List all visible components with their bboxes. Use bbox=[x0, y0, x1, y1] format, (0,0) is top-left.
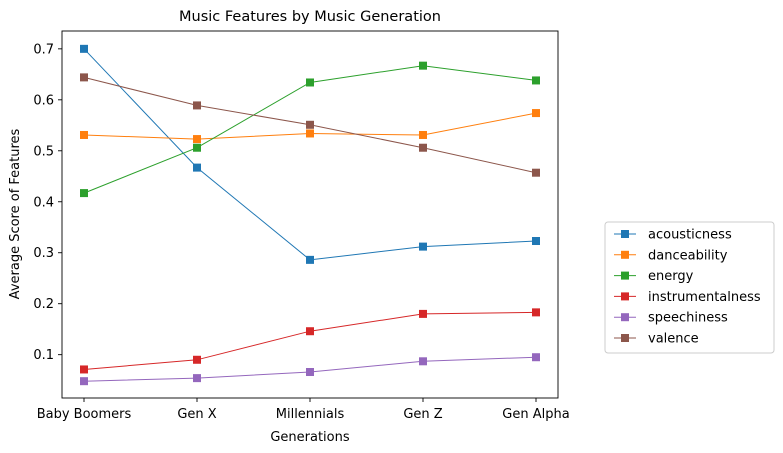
data-point-instrumentalness bbox=[532, 308, 540, 317]
x-tick-label: Gen Alpha bbox=[502, 407, 569, 422]
data-point-valence bbox=[80, 73, 88, 82]
y-tick-label: 0.3 bbox=[33, 246, 54, 261]
data-point-acousticness bbox=[193, 163, 201, 172]
y-tick-label: 0.6 bbox=[33, 93, 54, 108]
legend-label-valence: valence bbox=[648, 332, 699, 347]
plot-area bbox=[80, 44, 540, 386]
data-point-energy bbox=[193, 143, 201, 152]
x-tick-label: Baby Boomers bbox=[37, 407, 132, 422]
data-point-instrumentalness bbox=[193, 355, 201, 364]
data-point-speechiness bbox=[419, 357, 427, 366]
data-point-speechiness bbox=[306, 368, 314, 377]
data-point-instrumentalness bbox=[80, 365, 88, 374]
y-tick-label: 0.5 bbox=[33, 144, 54, 159]
y-tick-label: 0.2 bbox=[33, 297, 54, 312]
data-point-energy bbox=[532, 76, 540, 85]
x-tick-label: Gen X bbox=[177, 407, 216, 422]
data-point-speechiness bbox=[193, 374, 201, 383]
legend-marker-energy bbox=[621, 271, 629, 280]
data-point-energy bbox=[306, 78, 314, 87]
legend-marker-speechiness bbox=[621, 313, 629, 322]
data-point-danceability bbox=[532, 109, 540, 118]
legend-marker-acousticness bbox=[621, 230, 629, 238]
legend-marker-instrumentalness bbox=[621, 292, 629, 301]
data-point-speechiness bbox=[80, 377, 88, 386]
legend-label-danceability: danceability bbox=[648, 248, 728, 263]
data-point-energy bbox=[419, 61, 427, 70]
legend-label-acousticness: acousticness bbox=[648, 228, 732, 243]
data-point-acousticness bbox=[80, 44, 88, 53]
legend: acousticness danceability energy instrument… bbox=[604, 221, 775, 354]
x-tick-label: Gen Z bbox=[403, 407, 442, 422]
x-tick-label: Millennials bbox=[276, 407, 345, 422]
legend-marker-danceability bbox=[621, 250, 629, 259]
data-point-valence bbox=[532, 168, 540, 177]
y-tick-label: 0.1 bbox=[33, 348, 54, 363]
legend-label-speechiness: speechiness bbox=[648, 311, 728, 326]
data-point-valence bbox=[419, 143, 427, 152]
data-point-danceability bbox=[80, 130, 88, 139]
legend-label-instrumentalness: instrumentalness bbox=[648, 290, 761, 305]
series-line-instrumentalness bbox=[83, 311, 537, 370]
legend-box bbox=[604, 221, 775, 354]
data-point-danceability bbox=[193, 135, 201, 144]
data-point-acousticness bbox=[532, 237, 540, 246]
data-point-danceability bbox=[306, 129, 314, 138]
legend-marker-valence bbox=[621, 334, 629, 342]
y-tick-label: 0.4 bbox=[33, 195, 54, 210]
data-point-danceability bbox=[419, 130, 427, 139]
x-axis: Baby Boomers Gen X Millennials Gen Z Gen Alp… bbox=[37, 398, 570, 422]
y-axis: 0.1 0.2 0.3 0.4 0.5 0.6 0.7 bbox=[33, 42, 62, 363]
data-point-instrumentalness bbox=[306, 327, 314, 336]
legend-label-energy: energy bbox=[648, 269, 694, 284]
data-point-energy bbox=[80, 189, 88, 198]
y-axis-label: Average Score of Features bbox=[8, 128, 23, 299]
chart-title: Music Features by Music Generation bbox=[179, 9, 441, 25]
data-point-valence bbox=[306, 120, 314, 129]
data-point-speechiness bbox=[532, 353, 540, 362]
data-point-acousticness bbox=[306, 255, 314, 264]
data-point-instrumentalness bbox=[419, 309, 427, 318]
x-axis-label: Generations bbox=[270, 430, 350, 445]
y-tick-label: 0.7 bbox=[33, 42, 54, 57]
data-point-acousticness bbox=[419, 242, 427, 251]
data-point-valence bbox=[193, 101, 201, 110]
